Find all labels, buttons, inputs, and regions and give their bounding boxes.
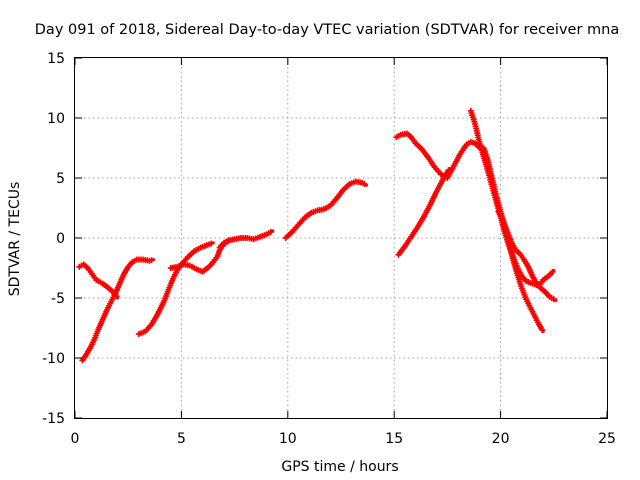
series-6	[393, 130, 481, 181]
x-tick-label-2: 10	[279, 431, 297, 447]
series-8	[467, 107, 556, 289]
y-tick-label-0: -15	[42, 411, 65, 427]
y-tick-label-5: 10	[47, 111, 65, 127]
series-3	[167, 229, 275, 275]
y-tick-label-1: -10	[42, 351, 65, 367]
x-axis-label: GPS time / hours	[281, 459, 398, 475]
x-tick-label-5: 25	[598, 431, 616, 447]
series-layer	[76, 107, 558, 364]
grid	[75, 58, 607, 418]
series-2-line	[137, 241, 215, 336]
series-4	[216, 238, 232, 251]
series-10	[495, 208, 558, 303]
series-2	[135, 240, 215, 337]
y-tick-label-6: 15	[47, 51, 65, 67]
x-tick-label-0: 0	[71, 431, 80, 447]
y-tick-label-3: 0	[56, 231, 65, 247]
y-tick-label-2: -5	[51, 291, 65, 307]
series-0	[76, 261, 120, 300]
x-tick-label-4: 20	[492, 431, 510, 447]
axis-ticks: 0 5 10 15 20 25 -15 -10 -5 0 5 10 15	[42, 51, 616, 447]
x-tick-label-1: 5	[177, 431, 186, 447]
y-axis-label: SDTVAR / TECUs	[7, 182, 23, 297]
series-7	[395, 166, 452, 258]
plot-frame	[74, 57, 608, 419]
y-tick-label-4: 5	[56, 171, 65, 187]
chart-title: Day 091 of 2018, Sidereal Day-to-day VTE…	[35, 22, 619, 38]
series-1	[79, 256, 156, 364]
x-tick-label-3: 15	[385, 431, 403, 447]
series-5	[282, 178, 368, 241]
